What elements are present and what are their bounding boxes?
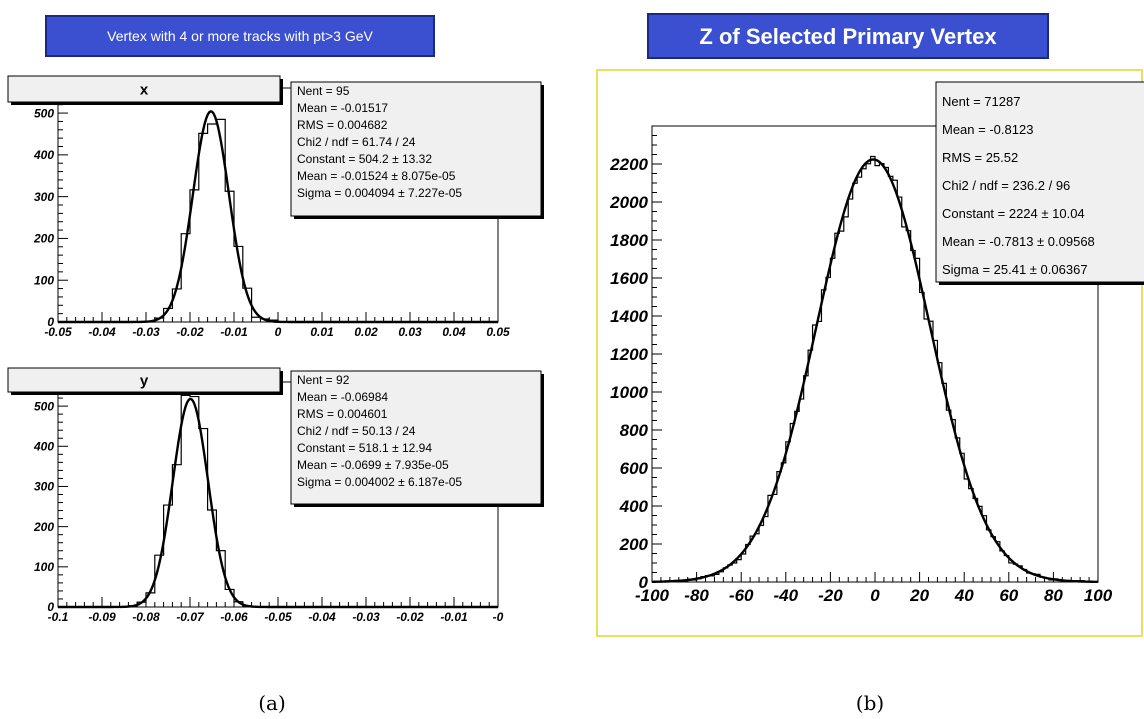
y-tick-label: 400 <box>33 148 54 162</box>
x-tick-label: -0.07 <box>176 610 205 624</box>
x-tick-label: -0.02 <box>396 610 424 624</box>
right-banner: Z of Selected Primary Vertex <box>647 13 1049 59</box>
stats-box <box>290 370 542 505</box>
x-tick-label: -80 <box>684 586 709 605</box>
y-tick-label: 800 <box>620 421 649 440</box>
right-banner-title: Z of Selected Primary Vertex <box>699 24 997 49</box>
stats-box <box>290 81 542 217</box>
x-tick-label: -0 <box>493 610 504 624</box>
stats-line: Sigma = 0.004002 ± 6.187e-05 <box>297 475 462 489</box>
stats-line: RMS = 25.52 <box>942 150 1018 165</box>
gaussian-fit-curve <box>58 397 498 609</box>
x-tick-label: -0.02 <box>176 325 204 339</box>
x-tick-label: -0.03 <box>352 610 380 624</box>
x-tick-label: -60 <box>729 586 754 605</box>
stats-line: Mean = -0.0699 ± 7.935e-05 <box>297 458 449 472</box>
stats-line: Constant = 2224 ± 10.04 <box>942 206 1085 221</box>
title-box <box>7 367 281 393</box>
right-panel-frame <box>596 69 1143 637</box>
x-tick-label: -0.04 <box>308 610 336 624</box>
y-histogram-plot: 0 100 200 300 400 500 -0.1 -0.09 -0.08 -0.07 -0.06… <box>7 367 544 624</box>
stats-line: Chi2 / ndf = 61.74 / 24 <box>297 135 416 149</box>
x-tick-label: 0.03 <box>398 325 422 339</box>
x-tick-label: -100 <box>635 586 670 605</box>
x-tick-label: 80 <box>1044 586 1063 605</box>
x-tick-label: -0.06 <box>220 610 248 624</box>
y-tick-label: 1400 <box>610 307 648 326</box>
y-tick-label: 500 <box>34 106 54 120</box>
x-tick-label: 0 <box>870 586 880 605</box>
x-tick-label: -40 <box>774 586 799 605</box>
x-tick-label: 0.04 <box>442 325 466 339</box>
stats-line: Nent = 71287 <box>942 94 1020 109</box>
stats-line: Nent = 92 <box>297 373 350 387</box>
x-tick-label: -0.09 <box>88 610 116 624</box>
y-tick-label: 2000 <box>609 193 648 212</box>
left-banner-title: Vertex with 4 or more tracks with pt>3 G… <box>107 28 373 44</box>
x-tick-label: 100 <box>1084 586 1113 605</box>
stats-line: Sigma = 25.41 ± 0.06367 <box>942 262 1088 277</box>
x-tick-label: -0.04 <box>88 325 116 339</box>
stats-line: Chi2 / ndf = 50.13 / 24 <box>297 424 416 438</box>
y-tick-label: 200 <box>33 232 54 246</box>
x-histogram-plot: 0 100 200 300 400 500 -0.05 -0.04 -0.03 -0.02 -0.0… <box>7 75 544 339</box>
x-tick-label: 0 <box>275 325 282 339</box>
x-tick-label: 0.01 <box>310 325 334 339</box>
stats-line: Constant = 518.1 ± 12.94 <box>297 441 432 455</box>
y-tick-label: 2200 <box>609 155 648 174</box>
y-tick-label: 500 <box>34 399 54 413</box>
x-tick-label: -0.1 <box>48 610 69 624</box>
y-tick-label: 400 <box>619 497 649 516</box>
gaussian-fit-curve <box>651 158 1099 584</box>
y-tick-label: 600 <box>620 459 649 478</box>
y-tick-label: 100 <box>34 273 54 287</box>
y-tick-label: 0 <box>47 600 54 614</box>
stats-line: Mean = -0.06984 <box>297 390 388 404</box>
y-tick-label: 1000 <box>610 383 648 402</box>
y-tick-label: 0 <box>639 573 649 592</box>
stats-line: Nent = 95 <box>297 84 350 98</box>
x-tick-label: 40 <box>954 586 974 605</box>
y-tick-label: 1600 <box>610 269 648 288</box>
stats-line: Sigma = 0.004094 ± 7.227e-05 <box>297 186 462 200</box>
x-tick-label: 0.05 <box>486 325 510 339</box>
caption-b: (b) <box>856 691 884 715</box>
z-histogram-plot: 0200400600800100012001400160018002000220… <box>609 81 1144 605</box>
y-tick-label: 300 <box>34 480 54 494</box>
x-tick-label: -20 <box>818 586 843 605</box>
plot-title: x <box>140 82 149 99</box>
x-tick-label: -0.05 <box>44 325 72 339</box>
y-tick-label: 1800 <box>610 231 648 250</box>
x-tick-label: -0.03 <box>132 325 160 339</box>
y-tick-label: 300 <box>34 190 54 204</box>
x-tick-label: -0.08 <box>132 610 160 624</box>
x-tick-label: 20 <box>909 586 929 605</box>
caption-a: (a) <box>258 691 286 715</box>
x-tick-label: 60 <box>999 586 1018 605</box>
stats-line: Mean = -0.01524 ± 8.075e-05 <box>297 169 456 183</box>
y-tick-label: 200 <box>33 520 54 534</box>
gaussian-fit-curve <box>58 110 498 324</box>
y-tick-label: 100 <box>34 560 54 574</box>
x-tick-label: -0.01 <box>220 325 248 339</box>
y-tick-label: 400 <box>33 439 54 453</box>
y-tick-label: 0 <box>47 315 54 329</box>
x-tick-label: 0.02 <box>354 325 378 339</box>
left-banner: Vertex with 4 or more tracks with pt>3 G… <box>45 15 435 57</box>
y-tick-label: 1200 <box>610 345 648 364</box>
stats-line: Mean = -0.01517 <box>297 101 388 115</box>
stats-line: Constant = 504.2 ± 13.32 <box>297 152 432 166</box>
plot-title: y <box>140 372 149 389</box>
x-tick-label: -0.01 <box>440 610 468 624</box>
y-tick-label: 200 <box>619 535 649 554</box>
stats-line: RMS = 0.004682 <box>297 118 388 132</box>
stats-line: Mean = -0.7813 ± 0.09568 <box>942 234 1095 249</box>
title-box <box>7 75 281 103</box>
stats-line: RMS = 0.004601 <box>297 407 388 421</box>
stats-line: Mean = -0.8123 <box>942 122 1033 137</box>
x-tick-label: -0.05 <box>264 610 292 624</box>
stats-box <box>935 81 1144 283</box>
stats-line: Chi2 / ndf = 236.2 / 96 <box>942 178 1070 193</box>
